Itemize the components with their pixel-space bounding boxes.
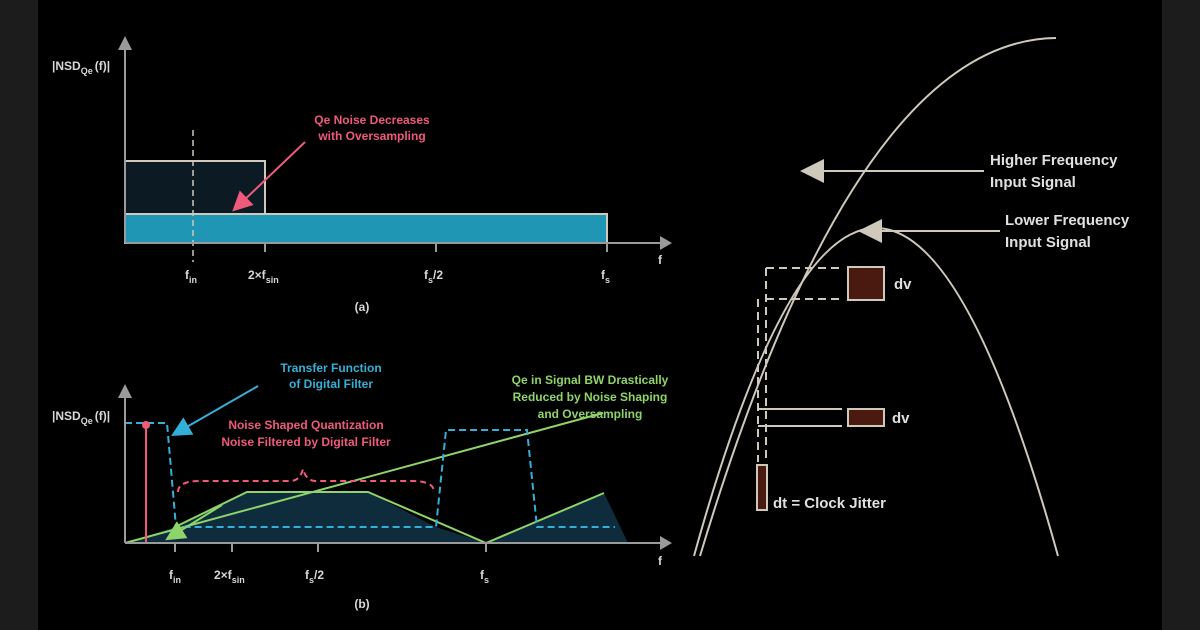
dt-jitter-label: dt = Clock Jitter bbox=[773, 495, 886, 512]
qe-bw-annotation-line1: Qe in Signal BW Drastically bbox=[512, 373, 669, 387]
y-axis-label-a: |NSDQe (f)| bbox=[52, 59, 110, 76]
dv-top-box bbox=[847, 266, 885, 301]
higher-frequency-label-line2: Input Signal bbox=[990, 174, 1076, 191]
higher-frequency-label-line1: Higher Frequency bbox=[990, 152, 1118, 169]
qe-annotation-line2: with Oversampling bbox=[317, 129, 425, 143]
noise-annotation-line2: Noise Filtered by Digital Filter bbox=[221, 435, 391, 449]
y-axis-arrow-b bbox=[118, 384, 132, 398]
qe-bw-annotation-line2: Reduced by Noise Shaping bbox=[513, 390, 668, 404]
noise-shaped-curve bbox=[174, 491, 605, 545]
transfer-annotation-arrow bbox=[171, 385, 259, 436]
tick-2fsin-a: 2×fsin bbox=[248, 268, 279, 285]
filtered-noise-area-2 bbox=[486, 493, 628, 543]
dv-top-label: dv bbox=[894, 276, 912, 293]
x-axis-label-b: f bbox=[658, 554, 663, 568]
qe-noise-oversampled-rect bbox=[124, 213, 608, 244]
tick-2fsin-b: 2×fsin bbox=[214, 568, 245, 585]
qe-bw-annotation-line3: and Oversampling bbox=[538, 407, 643, 421]
filtered-noise-area-1 bbox=[125, 492, 486, 543]
x-axis-arrow-a bbox=[660, 236, 672, 250]
dt-jitter-box bbox=[756, 464, 768, 511]
y-axis-arrow-a bbox=[118, 36, 132, 50]
signal-tone-dot bbox=[142, 421, 150, 429]
left-border-strip bbox=[0, 0, 38, 630]
noise-filtered-brace bbox=[177, 468, 435, 493]
x-axis-arrow-b bbox=[660, 536, 672, 550]
x-axis-label-a: f bbox=[658, 253, 663, 267]
lower-frequency-label-line1: Lower Frequency bbox=[1005, 212, 1130, 229]
tick-fs-a: fs bbox=[601, 268, 610, 285]
right-border-strip bbox=[1162, 0, 1200, 630]
qe-bw-annotation-arrow bbox=[165, 504, 223, 541]
jitter-diagram: Higher Frequency Input Signal Lower Freq… bbox=[693, 37, 1130, 557]
panel-b: |NSDQe (f)| f fin 2×fsin fs/2 fs Transfer… bbox=[52, 361, 672, 611]
qe-annotation-line1: Qe Noise Decreases bbox=[314, 113, 430, 127]
noise-shaping-ramp bbox=[124, 412, 604, 544]
tick-fs-half-b: fs/2 bbox=[305, 568, 324, 585]
transfer-annotation-line1: Transfer Function bbox=[280, 361, 381, 375]
caption-b: (b) bbox=[354, 597, 369, 611]
lower-frequency-label-line2: Input Signal bbox=[1005, 234, 1091, 251]
tick-fin-a: fin bbox=[185, 268, 197, 285]
caption-a: (a) bbox=[355, 300, 370, 314]
transfer-annotation-line2: of Digital Filter bbox=[289, 377, 373, 391]
lower-frequency-curve bbox=[699, 37, 1057, 557]
tick-fs-b: fs bbox=[480, 568, 489, 585]
dv-bottom-box bbox=[847, 408, 885, 427]
panel-a: |NSDQe (f)| f fin 2×fsin fs/2 fs Qe Noise… bbox=[52, 36, 672, 314]
digital-filter-transfer-function bbox=[125, 422, 615, 528]
tick-fin-b: fin bbox=[169, 568, 181, 585]
tick-fs-half-a: fs/2 bbox=[424, 268, 443, 285]
qe-annotation-arrow bbox=[232, 141, 306, 212]
y-axis-label-b: |NSDQe (f)| bbox=[52, 409, 110, 426]
dv-bottom-label: dv bbox=[892, 410, 910, 427]
noise-annotation-line1: Noise Shaped Quantization bbox=[228, 418, 383, 432]
